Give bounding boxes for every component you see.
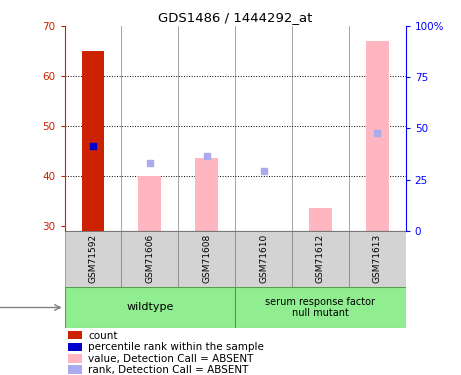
Bar (309, 208, 332, 231)
Bar (68, 365, 82, 374)
Text: GSM71592: GSM71592 (89, 234, 97, 284)
Bar (235, 231, 292, 287)
Text: GSM71608: GSM71608 (202, 234, 211, 284)
Bar (349, 231, 406, 287)
Bar (235, 287, 406, 328)
Text: GSM71606: GSM71606 (145, 234, 154, 284)
Bar (68, 354, 82, 363)
Text: serum response factor
null mutant: serum response factor null mutant (266, 297, 375, 318)
Text: count: count (89, 331, 118, 340)
Bar (82, 51, 104, 231)
Text: GSM71610: GSM71610 (259, 234, 268, 284)
Bar (195, 158, 218, 231)
Bar (366, 41, 389, 231)
Bar (65, 287, 235, 328)
Text: GSM71612: GSM71612 (316, 234, 325, 284)
Bar (68, 331, 82, 339)
Bar (178, 231, 235, 287)
Bar (121, 231, 178, 287)
Text: value, Detection Call = ABSENT: value, Detection Call = ABSENT (89, 354, 254, 364)
Text: GSM71613: GSM71613 (373, 234, 382, 284)
Text: percentile rank within the sample: percentile rank within the sample (89, 342, 264, 352)
Bar (68, 343, 82, 351)
Text: rank, Detection Call = ABSENT: rank, Detection Call = ABSENT (89, 365, 249, 375)
Text: wildtype: wildtype (126, 303, 173, 312)
Bar (138, 176, 161, 231)
Title: GDS1486 / 1444292_at: GDS1486 / 1444292_at (158, 11, 312, 24)
Bar (292, 231, 349, 287)
Bar (65, 231, 121, 287)
